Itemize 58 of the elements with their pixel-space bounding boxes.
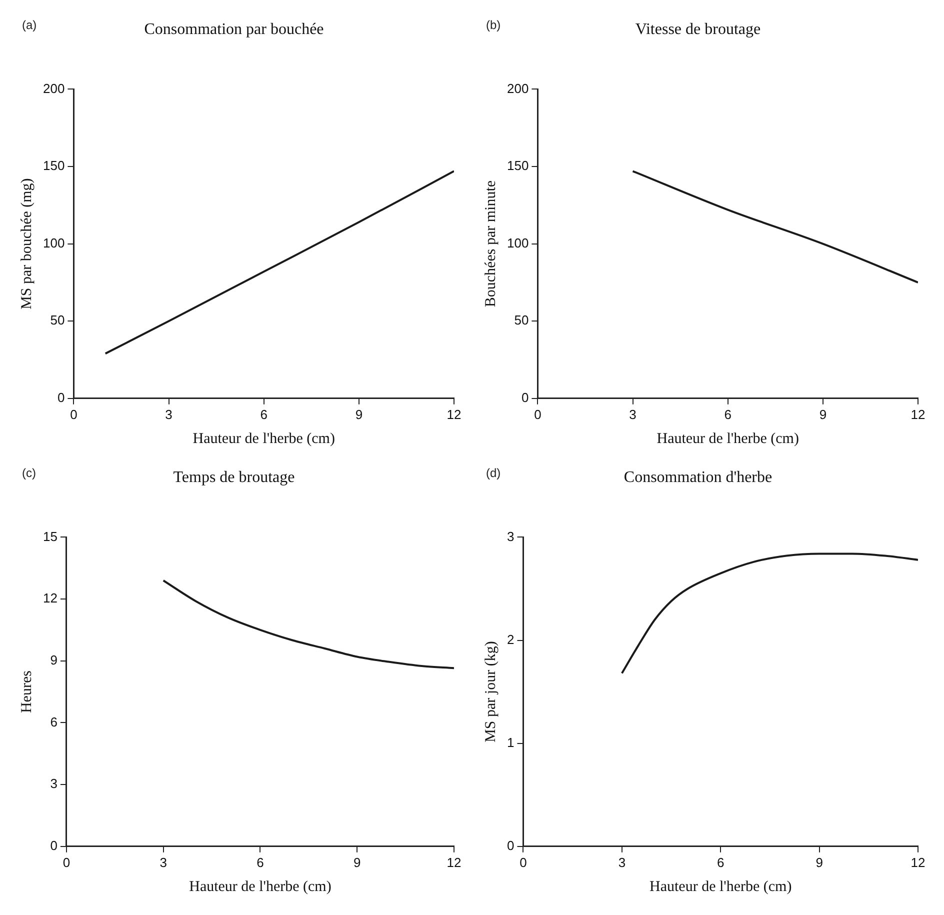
x-tick-label: 9 — [355, 406, 363, 422]
y-tick-label: 3 — [50, 776, 58, 792]
line-series — [104, 170, 454, 355]
y-tick-label: 100 — [506, 235, 529, 250]
y-tick-label: 0 — [506, 838, 514, 853]
x-tick-label: 3 — [165, 406, 172, 422]
x-tick-label: 12 — [446, 854, 462, 870]
x-tick-label: 12 — [446, 406, 462, 422]
y-tick-label: 50 — [50, 312, 65, 328]
x-tick-label: 3 — [618, 854, 626, 870]
y-tick-label: 150 — [506, 158, 529, 174]
x-tick-label: 9 — [354, 854, 361, 870]
x-tick-label: 12 — [910, 854, 926, 870]
x-tick-label: 6 — [260, 406, 268, 422]
x-tick-label: 3 — [629, 406, 636, 422]
text: (c) — [22, 466, 36, 480]
x-tick-label: 12 — [910, 406, 926, 422]
text: (d) — [486, 466, 501, 480]
y-tick-label: 0 — [50, 838, 58, 853]
y-axis-title: Heures — [18, 670, 35, 714]
y-tick-label: 150 — [42, 158, 65, 174]
text: (a) — [22, 18, 37, 32]
line-series — [620, 552, 918, 674]
chart-title: Temps de broutage — [173, 468, 295, 486]
x-tick-label: 6 — [724, 406, 732, 422]
line-series — [162, 579, 454, 670]
x-tick-label: 6 — [717, 854, 724, 870]
chart-title: Consommation par bouchée — [144, 20, 324, 38]
x-axis-title: Hauteur de l'herbe (cm) — [650, 878, 792, 895]
x-axis-title: Hauteur de l'herbe (cm) — [189, 878, 332, 895]
y-tick-label: 9 — [50, 652, 58, 668]
chart-title: Vitesse de broutage — [635, 20, 761, 38]
y-tick-label: 15 — [42, 528, 58, 544]
y-tick-label: 0 — [521, 390, 529, 405]
y-tick-label: 200 — [506, 80, 529, 96]
y-tick-label: 100 — [42, 235, 65, 250]
text: (b) — [486, 18, 501, 32]
x-tick-label: 9 — [819, 406, 827, 422]
y-axis-title: Bouchées par minute — [482, 180, 499, 308]
y-axis-title: MS par jour (kg) — [482, 641, 499, 742]
y-tick-label: 3 — [506, 528, 514, 544]
y-axis-title: MS par bouchée (mg) — [18, 178, 35, 310]
x-tick-label: 0 — [534, 406, 542, 422]
y-tick-label: 0 — [57, 390, 65, 405]
x-tick-label: 9 — [816, 854, 823, 870]
y-tick-label: 200 — [42, 80, 65, 96]
x-axis-title: Hauteur de l'herbe (cm) — [192, 430, 335, 447]
y-tick-label: 6 — [50, 714, 58, 730]
y-tick-label: 2 — [506, 632, 514, 647]
chart-title: Consommation d'herbe — [624, 468, 772, 486]
y-tick-label: 12 — [42, 590, 58, 606]
y-tick-label: 50 — [514, 312, 529, 328]
y-tick-label: 1 — [506, 734, 514, 750]
x-tick-label: 3 — [160, 854, 167, 870]
x-tick-label: 6 — [256, 854, 264, 870]
x-axis-title: Hauteur de l'herbe (cm) — [656, 430, 799, 447]
x-tick-label: 0 — [70, 406, 78, 422]
line-series — [632, 170, 918, 284]
